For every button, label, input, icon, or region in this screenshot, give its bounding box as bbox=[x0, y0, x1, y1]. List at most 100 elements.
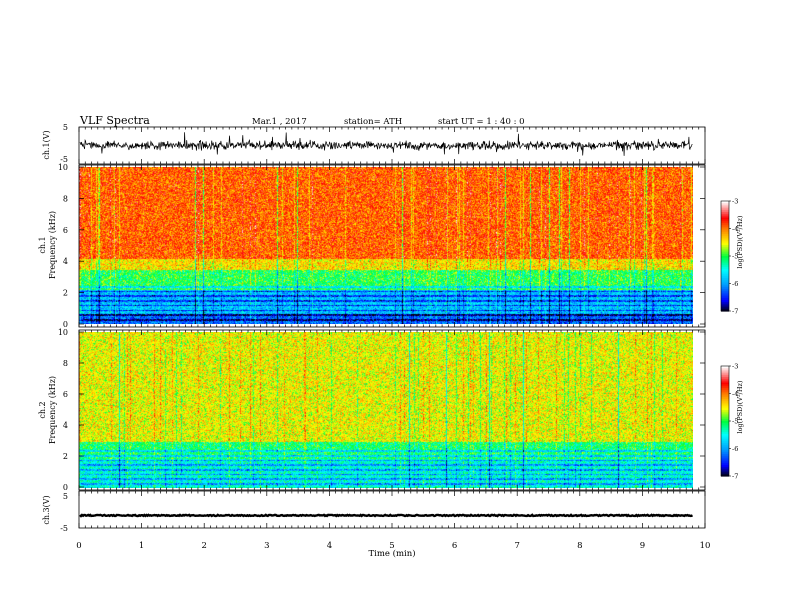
colorbar-segment bbox=[721, 226, 729, 230]
colorbar-segment bbox=[721, 474, 729, 477]
colorbar-segment bbox=[721, 285, 729, 288]
colorbar-segment bbox=[721, 426, 729, 429]
colorbar-segment bbox=[721, 404, 729, 407]
colorbar-segment bbox=[721, 465, 729, 468]
colorbar-segment bbox=[721, 235, 729, 239]
colorbar-segment bbox=[721, 419, 729, 422]
start-ut-label: start UT = 1 : 40 : 0 bbox=[438, 117, 525, 127]
colorbar-segment bbox=[721, 263, 729, 266]
colorbar-segment bbox=[721, 452, 729, 455]
colorbar-segment bbox=[721, 406, 729, 409]
colorbar-segment bbox=[721, 369, 729, 373]
colorbar-segment bbox=[721, 367, 729, 371]
colorbar-tick-label: -7 bbox=[732, 308, 738, 316]
colorbar-segment bbox=[721, 450, 729, 453]
colorbar-segment bbox=[721, 265, 729, 268]
colorbar-segment bbox=[721, 274, 729, 277]
ch2-spec-ylabel: Frequency (kHz) bbox=[48, 376, 57, 444]
colorbar-segment bbox=[721, 281, 729, 285]
ch1-spectrogram-yticks: 0 2 4 6 8 10 bbox=[58, 163, 705, 329]
colorbar-segment bbox=[721, 375, 729, 378]
colorbar-segment bbox=[721, 221, 729, 224]
colorbar-segment bbox=[721, 399, 729, 402]
colorbar-segment bbox=[721, 421, 729, 424]
colorbar-tick-label: -3 bbox=[732, 363, 738, 371]
colorbar-segment bbox=[721, 237, 729, 241]
colorbar-segment bbox=[721, 371, 729, 374]
colorbar-tick-label: -5 bbox=[732, 253, 738, 261]
ch3-waveform-frame bbox=[78, 490, 706, 529]
colorbar-segment bbox=[721, 422, 729, 426]
colorbar-segment bbox=[721, 307, 729, 310]
colorbar-segment bbox=[721, 230, 729, 233]
colorbar-segment bbox=[721, 415, 729, 418]
colorbar-segment bbox=[721, 213, 729, 217]
colorbar-segment bbox=[721, 454, 729, 457]
ch1-spec-top-label: ch.1 bbox=[38, 236, 47, 253]
date-label: Mar.1 , 2017 bbox=[252, 117, 307, 127]
y-tick-label: 4 bbox=[63, 257, 68, 266]
y-tick-label: 8 bbox=[63, 359, 68, 368]
colorbar-segment bbox=[721, 210, 729, 213]
ch3-ylabel: ch.3(V) bbox=[42, 495, 51, 524]
colorbar-segment bbox=[721, 386, 729, 389]
ch3-waveform-trace bbox=[79, 513, 694, 518]
colorbar-segment bbox=[721, 296, 729, 299]
x-tick-label: 2 bbox=[201, 541, 206, 551]
colorbar-segment bbox=[721, 305, 729, 308]
colorbar-segment bbox=[721, 303, 729, 307]
colorbar-tick-label: -6 bbox=[732, 280, 738, 288]
colorbar-segment bbox=[721, 402, 729, 406]
colorbar-segment bbox=[721, 395, 729, 398]
colorbar-segment bbox=[721, 256, 729, 259]
colorbar-segment bbox=[721, 272, 729, 275]
ch1-spectrogram bbox=[79, 167, 693, 324]
ch2-colorbar: -3 -4 -5 -6 -7 bbox=[720, 363, 738, 481]
colorbar-segment bbox=[721, 457, 729, 461]
colorbar-segment bbox=[721, 410, 729, 413]
colorbar-segment bbox=[721, 250, 729, 253]
station-label: station= ATH bbox=[344, 117, 402, 127]
colorbar-segment bbox=[721, 228, 729, 231]
colorbar-segment bbox=[721, 278, 729, 281]
colorbar-segment bbox=[721, 246, 729, 250]
ch1-colorbar-label: log(PSD)(V²/Hz) bbox=[736, 215, 744, 268]
colorbar-segment bbox=[721, 411, 729, 415]
figure-title: VLF Spectra bbox=[79, 114, 150, 127]
colorbar-segment bbox=[721, 257, 729, 261]
colorbar-segment bbox=[721, 261, 729, 264]
colorbar-segment bbox=[721, 468, 729, 472]
colorbar-segment bbox=[721, 202, 729, 206]
colorbar-segment bbox=[721, 290, 729, 294]
x-tick-label: 0 bbox=[76, 541, 81, 551]
colorbar-segment bbox=[721, 276, 729, 279]
y-tick-label: 2 bbox=[63, 452, 68, 461]
colorbar-segment bbox=[721, 234, 729, 237]
x-axis-label: Time (min) bbox=[368, 548, 415, 559]
colorbar-segment bbox=[721, 377, 729, 380]
colorbar-segment bbox=[721, 373, 729, 376]
colorbar-segment bbox=[721, 292, 729, 296]
colorbar-segment bbox=[721, 437, 729, 440]
colorbar-segment bbox=[721, 388, 729, 391]
colorbar-tick-label: -4 bbox=[732, 225, 738, 233]
x-tick-label: 7 bbox=[514, 541, 519, 551]
colorbar-segment bbox=[721, 366, 729, 369]
colorbar-segment bbox=[721, 239, 729, 242]
colorbar-segment bbox=[721, 443, 729, 446]
colorbar-segment bbox=[721, 446, 729, 450]
colorbar-segment bbox=[721, 301, 729, 305]
colorbar-tick-label: -3 bbox=[732, 198, 738, 206]
ch1-ytick-top: 5 bbox=[63, 123, 68, 132]
colorbar-segment bbox=[721, 254, 729, 257]
colorbar-segment bbox=[721, 215, 729, 219]
x-tick-labels: 0 1 2 3 4 5 6 7 8 9 10 bbox=[76, 541, 710, 551]
ch2-colorbar-label: log(PSD)(V²/Hz) bbox=[736, 380, 744, 433]
colorbar-segment bbox=[721, 294, 729, 297]
colorbar-segment bbox=[721, 208, 729, 211]
colorbar-segment bbox=[721, 283, 729, 286]
colorbar-segment bbox=[721, 380, 729, 384]
colorbar-segment bbox=[721, 455, 729, 459]
colorbar-segment bbox=[721, 268, 729, 272]
colorbar-segment bbox=[721, 397, 729, 400]
